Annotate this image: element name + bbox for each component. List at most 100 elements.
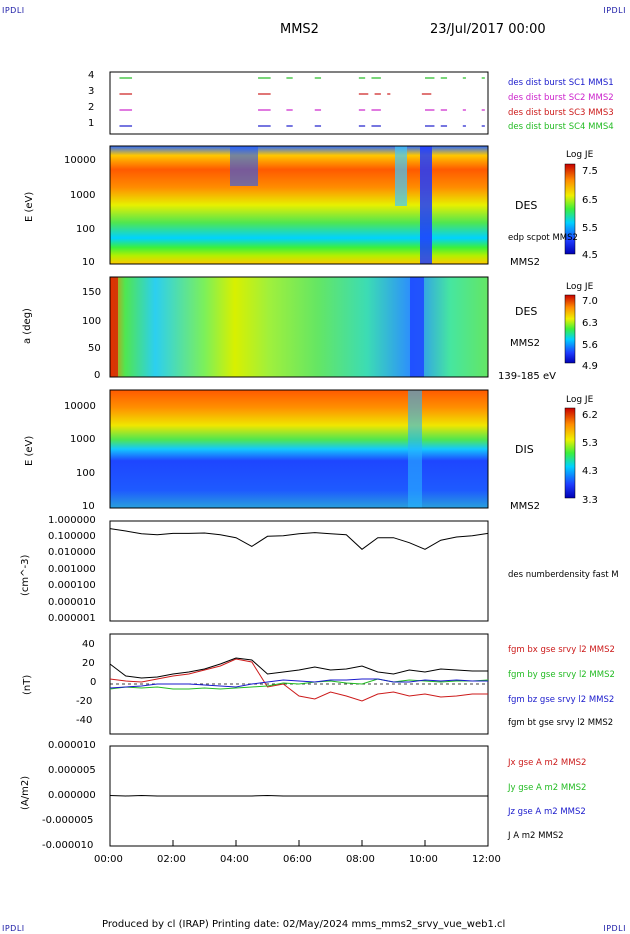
des-energy-panel xyxy=(109,145,576,265)
des-energy-label: DES xyxy=(515,199,538,212)
density-ytick-6: 0.000010 xyxy=(48,597,96,608)
dis-energy-spectrogram xyxy=(110,390,488,508)
fgm-series-line-2 xyxy=(109,678,488,689)
dis-energy-panel xyxy=(109,389,576,509)
density-frame xyxy=(109,520,489,622)
des-pitch-cbar-tick-3: 5.6 xyxy=(582,340,598,351)
xtick-1000: 10:00 xyxy=(409,854,438,865)
corner-mark-bl: IPDLI xyxy=(2,924,25,933)
current-ytick-5: -0.000010 xyxy=(42,840,94,851)
des-energy-cbar-tick-2: 6.5 xyxy=(582,195,598,206)
dis-energy-cbar-tick-4: 3.3 xyxy=(582,495,598,506)
des-energy-cbar-title: Log JE xyxy=(566,150,594,160)
des-energy-dropout xyxy=(420,146,432,264)
fgm-ytick-40: 40 xyxy=(82,639,95,650)
xtick-1200: 12:00 xyxy=(472,854,501,865)
fgm-ytick-m20: -20 xyxy=(76,696,93,707)
footer-text: Produced by cl (IRAP) Printing date: 02/… xyxy=(102,919,506,930)
des-energy-colorbar xyxy=(564,163,576,255)
dis-energy-cbar-tick-1: 6.2 xyxy=(582,410,598,421)
fgm-series-line-3 xyxy=(109,657,488,679)
burst-ytick-4: 4 xyxy=(88,70,95,81)
des-energy-frame xyxy=(109,145,489,265)
des-energy-blue-patch xyxy=(230,146,258,186)
dis-energy-cyan-patch xyxy=(408,390,422,508)
des-pitch-ytick-0: 0 xyxy=(94,370,101,381)
dis-energy-ytick-1000: 1000 xyxy=(70,434,96,445)
density-label: des numberdensity fast M xyxy=(508,570,619,580)
density-ytick-4: 0.001000 xyxy=(48,564,96,575)
des-pitch-energy-range: 139-185 eV xyxy=(498,371,556,382)
fgm-ytick-m40: -40 xyxy=(76,715,93,726)
dis-energy-label: DIS xyxy=(515,443,534,456)
density-ytick-2: 0.100000 xyxy=(48,531,96,542)
current-ytick-2: 0.000005 xyxy=(48,765,96,776)
burst-ytick-2: 2 xyxy=(88,102,95,113)
dis-energy-ylabel: E (eV) xyxy=(24,435,35,466)
des-pitch-ytick-50: 50 xyxy=(88,343,101,354)
des-pitch-colorbar xyxy=(564,294,576,364)
des-energy-ytick-10: 10 xyxy=(82,257,95,268)
current-label-j: J A m2 MMS2 xyxy=(508,831,564,841)
des-pitch-dropout xyxy=(410,277,424,377)
burst-label-mms4: des dist burst SC4 MMS4 xyxy=(508,122,614,132)
xtick-0200: 02:00 xyxy=(157,854,186,865)
des-pitch-ytick-150: 150 xyxy=(82,287,102,298)
des-pitch-spectrogram xyxy=(110,277,488,377)
des-pitch-ylabel: a (deg) xyxy=(22,308,33,344)
edp-scpot-label: edp scpot MMS2 xyxy=(508,233,578,243)
corner-mark-br: IPDLI xyxy=(603,924,626,933)
dis-energy-colorbar xyxy=(564,407,576,499)
current-ytick-4: -0.000005 xyxy=(42,815,94,826)
des-energy-ylabel: E (eV) xyxy=(24,191,35,222)
current-label-jx: Jx gse A m2 MMS2 xyxy=(508,758,587,768)
dis-energy-cbar-title: Log JE xyxy=(566,395,594,405)
des-pitch-sc-label: MMS2 xyxy=(510,338,540,349)
dis-energy-frame xyxy=(109,389,489,509)
fgm-ytick-20: 20 xyxy=(82,658,95,669)
des-energy-sc-label: MMS2 xyxy=(510,257,540,268)
current-panel xyxy=(109,745,489,847)
des-energy-cbar-tick-4: 4.5 xyxy=(582,250,598,261)
des-energy-ytick-10000: 10000 xyxy=(64,155,96,166)
corner-mark-tr: IPDLI xyxy=(603,6,626,15)
density-ytick-5: 0.000100 xyxy=(48,580,96,591)
des-energy-cbar-tick-1: 7.5 xyxy=(582,166,598,177)
xtick-0000: 00:00 xyxy=(94,854,123,865)
fgm-label-bz: fgm bz gse srvy l2 MMS2 xyxy=(508,695,615,705)
fgm-label-bx: fgm bx gse srvy l2 MMS2 xyxy=(508,645,615,655)
density-ylabel: (cm^-3) xyxy=(20,554,31,596)
fgm-label-by: fgm by gse srvy l2 MMS2 xyxy=(508,670,615,680)
dis-energy-ytick-10000: 10000 xyxy=(64,401,96,412)
fgm-ytick-0: 0 xyxy=(90,677,97,688)
des-pitch-cbar-title: Log JE xyxy=(566,282,594,292)
des-pitch-label: DES xyxy=(515,305,538,318)
burst-panel-frame xyxy=(109,71,489,135)
xtick-0600: 06:00 xyxy=(283,854,312,865)
fgm-series-line-0 xyxy=(109,658,488,702)
date-title: 23/Jul/2017 00:00 xyxy=(430,22,546,37)
burst-ytick-3: 3 xyxy=(88,86,95,97)
fgm-ylabel: (nT) xyxy=(22,674,33,695)
density-ytick-1: 1.000000 xyxy=(48,515,96,526)
density-line xyxy=(109,528,489,550)
dis-energy-sc-label: MMS2 xyxy=(510,501,540,512)
dis-energy-cbar-tick-2: 5.3 xyxy=(582,438,598,449)
des-pitch-edge xyxy=(110,277,118,377)
current-line xyxy=(109,794,488,797)
burst-label-mms3: des dist burst SC3 MMS3 xyxy=(508,108,614,118)
xtick-0400: 04:00 xyxy=(220,854,249,865)
fgm-label-bt: fgm bt gse srvy l2 MMS2 xyxy=(508,718,614,728)
des-pitch-ytick-100: 100 xyxy=(82,316,102,327)
corner-mark-tl: IPDLI xyxy=(2,6,25,15)
density-panel xyxy=(109,520,489,622)
current-ytick-3: 0.000000 xyxy=(48,790,96,801)
fgm-series xyxy=(109,657,489,702)
spacecraft-title: MMS2 xyxy=(280,22,319,37)
des-pitch-cbar-tick-1: 7.0 xyxy=(582,296,598,307)
des-energy-ytick-100: 100 xyxy=(76,224,96,235)
burst-label-mms1: des dist burst SC1 MMS1 xyxy=(508,78,614,88)
des-energy-cyan-patch xyxy=(395,146,407,206)
fgm-panel xyxy=(109,633,489,735)
